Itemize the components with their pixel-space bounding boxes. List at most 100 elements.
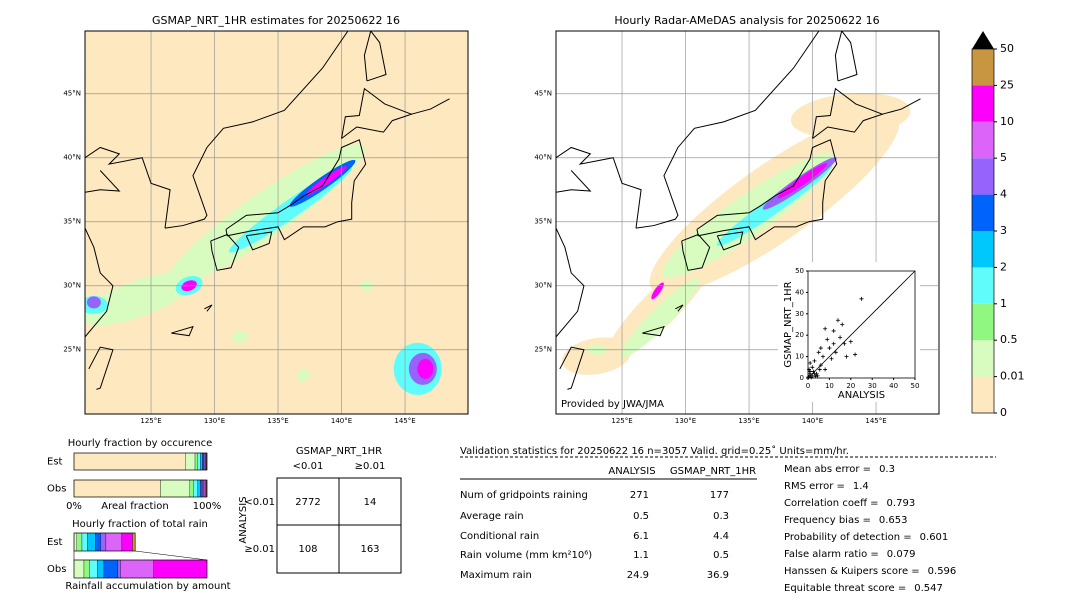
- bar-segment: [83, 559, 90, 579]
- rain-area: [166, 144, 365, 287]
- category-label: Est: [47, 457, 63, 468]
- colorbar-label: 50: [1000, 42, 1014, 55]
- table-cell: 163: [360, 544, 379, 555]
- point: [817, 367, 822, 372]
- bar-segment: [95, 532, 101, 552]
- coastline: [245, 231, 273, 251]
- score-value: 0.601: [920, 532, 949, 543]
- row-label: Maximum rain: [460, 570, 532, 581]
- row-value: 0.5: [713, 550, 729, 561]
- score-value: 0.079: [887, 549, 916, 560]
- point: [816, 350, 821, 355]
- score-value: 1.4: [853, 481, 869, 492]
- lat-label: 30°N: [534, 282, 552, 290]
- map-frame: [84, 30, 469, 415]
- score-label: Frequency bias =: [784, 515, 871, 526]
- score-label: Probability of detection =: [784, 532, 912, 543]
- point: [829, 356, 834, 361]
- x-tick-label: 100%: [193, 501, 222, 512]
- row-value: 177: [710, 490, 729, 501]
- colorbar-extend: [972, 31, 994, 49]
- coastline: [85, 170, 121, 193]
- bar-segment: [153, 559, 208, 579]
- row-value: 4.4: [713, 531, 729, 542]
- x-tick-label: 0%: [66, 501, 82, 512]
- lat-label: 25°N: [534, 346, 552, 354]
- score-value: 0.3: [879, 464, 895, 475]
- row-value: 0.5: [633, 511, 649, 522]
- score-label: RMS error =: [784, 481, 845, 492]
- point: [807, 371, 812, 376]
- lat-label: 40°N: [534, 154, 552, 162]
- y-tick-label: 10: [795, 353, 804, 361]
- colorbar-segment: [972, 85, 994, 122]
- rain-area: [86, 296, 101, 309]
- row-header: ≥0.01: [244, 544, 275, 555]
- bar-frame: [73, 559, 208, 579]
- lon-label: 130°E: [675, 417, 696, 425]
- point: [859, 296, 864, 301]
- colorbar-label: 0: [1000, 406, 1007, 419]
- coastline: [837, 31, 858, 82]
- table-cell: 14: [364, 497, 377, 508]
- point: [806, 374, 811, 379]
- coastline: [363, 31, 372, 81]
- colorbar-label: 10: [1000, 115, 1014, 128]
- point: [823, 367, 828, 372]
- score-value: 0.653: [879, 515, 908, 526]
- point: [810, 365, 815, 370]
- bar-segment: [185, 452, 196, 471]
- point: [807, 367, 812, 372]
- bar-segment: [76, 532, 83, 552]
- point: [838, 335, 843, 340]
- coastline: [85, 227, 114, 338]
- bar-segment: [203, 452, 206, 471]
- x-tick-label: 0: [806, 382, 810, 390]
- coastline: [204, 304, 213, 312]
- lat-label: 45°N: [534, 90, 552, 98]
- x-tick-label: 30: [868, 382, 877, 390]
- colorbar-segment: [972, 267, 994, 304]
- colorbar-segment: [972, 231, 994, 268]
- bar-segment: [103, 559, 119, 579]
- point: [833, 350, 838, 355]
- bar-segment: [73, 452, 186, 471]
- column-header: GSMAP_NRT_1HR: [670, 466, 756, 477]
- lat-label: 45°N: [63, 90, 81, 98]
- row-value: 1.1: [633, 550, 649, 561]
- rain-area: [562, 337, 632, 375]
- colorbar-segment: [972, 121, 994, 159]
- stats-title: Validation statistics for 20250622 16 n=…: [460, 445, 849, 457]
- column-header: ≥0.01: [355, 461, 386, 472]
- row-value: 24.9: [627, 570, 649, 581]
- row-label: Num of gridpoints raining: [460, 490, 588, 501]
- point: [812, 358, 817, 363]
- category-label: Obs: [47, 564, 66, 575]
- bar-segment: [73, 559, 85, 579]
- credit: Provided by JWA/JMA: [561, 399, 664, 410]
- row-value: 271: [630, 490, 649, 501]
- y-tick-label: 50: [795, 267, 804, 275]
- rain-area: [620, 278, 700, 358]
- category-label: Est: [47, 537, 63, 548]
- x-axis-label: Rainfall accumulation by amount: [65, 581, 230, 592]
- bar-segment: [87, 532, 96, 552]
- x-tick-label: 20: [846, 382, 855, 390]
- colorbar-label: 4: [1000, 188, 1007, 201]
- lon-label: 135°E: [738, 417, 759, 425]
- table-title: GSMAP_NRT_1HR: [296, 446, 382, 457]
- bar-segment: [197, 479, 201, 498]
- coastline: [834, 31, 843, 81]
- bar-segment: [203, 479, 206, 498]
- coastline: [411, 98, 450, 115]
- coastline: [642, 325, 665, 337]
- map-frame: [555, 30, 940, 415]
- map-title: GSMAP_NRT_1HR estimates for 20250622 16: [152, 14, 400, 27]
- y-tick-label: 30: [795, 310, 804, 318]
- point: [853, 352, 858, 357]
- point: [835, 318, 840, 323]
- coastline: [85, 146, 171, 229]
- column-header: ANALYSIS: [608, 466, 655, 477]
- point: [815, 373, 820, 378]
- coastline: [812, 87, 884, 139]
